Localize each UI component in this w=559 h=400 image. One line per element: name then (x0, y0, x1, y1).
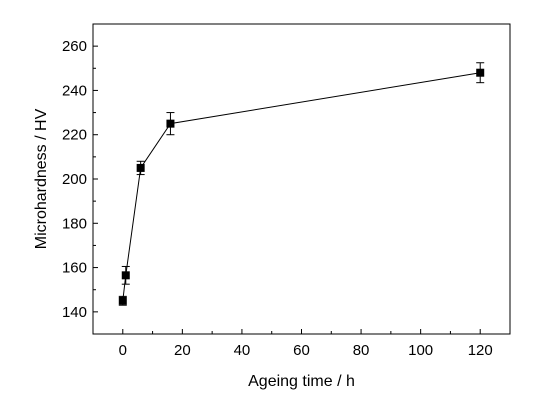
y-tick-label: 220 (62, 127, 87, 144)
x-axis-ticks: 0 20 40 60 80 100 120 (119, 329, 493, 359)
data-point (118, 296, 127, 305)
plot-border (92, 23, 511, 335)
data-point (136, 163, 145, 172)
y-tick-label: 160 (62, 260, 87, 277)
series-layer (118, 62, 485, 306)
x-tick-label: 80 (353, 342, 370, 359)
data-point (166, 119, 175, 128)
x-tick-label: 100 (408, 342, 433, 359)
y-tick-label: 260 (62, 38, 87, 55)
plot-frame (92, 23, 511, 335)
y-tick-label: 240 (62, 82, 87, 99)
y-tick-label: 200 (62, 171, 87, 188)
x-axis-title: Ageing time / h (248, 373, 355, 390)
x-tick-label: 120 (468, 342, 493, 359)
data-point (121, 271, 130, 280)
series-line (122, 72, 481, 301)
x-tick-label: 40 (234, 342, 251, 359)
x-tick-label: 60 (293, 342, 310, 359)
y-tick-label: 180 (62, 215, 87, 232)
x-tick-label: 20 (174, 342, 191, 359)
y-tick-label: 140 (62, 304, 87, 321)
data-point (476, 68, 485, 77)
x-tick-label: 0 (119, 342, 127, 359)
y-axis-title: Microhardness / HV (33, 108, 50, 249)
y-axis-ticks: 140 160 180 200 220 240 260 (62, 38, 98, 321)
